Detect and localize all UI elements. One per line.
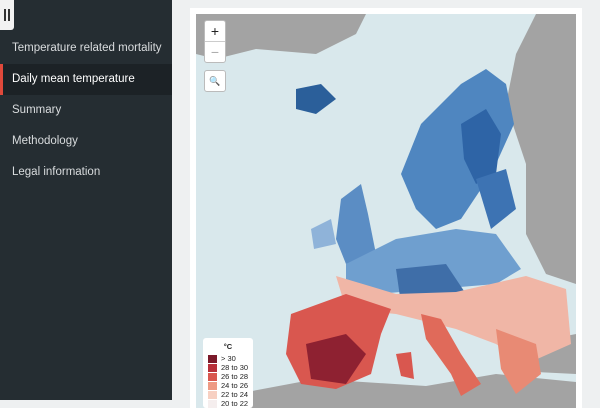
legend-label: > 30 [221, 354, 236, 363]
nav-item[interactable]: Temperature related mortality [12, 42, 162, 54]
nav-item[interactable]: Legal information [12, 166, 101, 178]
legend: °C > 30 28 to 30 26 to 28 24 to 26 22 to 24 2… [203, 338, 253, 408]
legend-item: 22 to 24 [208, 390, 249, 400]
legend-item: 28 to 30 [208, 363, 249, 373]
map[interactable] [196, 14, 576, 408]
legend-swatch [208, 373, 217, 382]
nav-item[interactable]: Methodology [12, 135, 78, 147]
legend-item: > 30 [208, 354, 248, 364]
legend-swatch [208, 364, 217, 373]
legend-swatch [208, 400, 217, 408]
search-icon[interactable]: 🔍 [209, 76, 221, 86]
legend-swatch [208, 355, 217, 364]
zoom-controls: + − [204, 20, 226, 63]
search-button: 🔍 [204, 70, 226, 92]
nav-item[interactable]: Daily mean temperature [0, 64, 172, 95]
menu-toggle[interactable] [0, 0, 14, 30]
legend-item: 26 to 28 [208, 372, 249, 382]
legend-item: 20 to 22 [208, 399, 248, 408]
legend-label: 22 to 24 [221, 390, 249, 399]
legend-swatch [208, 391, 217, 400]
legend-item: 24 to 26 [208, 381, 249, 391]
zoom-out[interactable]: − [205, 41, 225, 62]
map-card [190, 8, 582, 408]
legend-label: 24 to 26 [221, 381, 249, 390]
legend-label: 28 to 30 [221, 363, 249, 372]
legend-title: °C [223, 342, 233, 351]
nav-item[interactable]: Summary [12, 104, 62, 116]
zoom-in[interactable]: + [210, 23, 220, 39]
legend-label: 20 to 22 [221, 399, 249, 408]
legend-swatch [208, 382, 217, 391]
sidebar: Temperature related mortality Daily mean … [0, 0, 172, 400]
legend-label: 26 to 28 [221, 372, 249, 381]
